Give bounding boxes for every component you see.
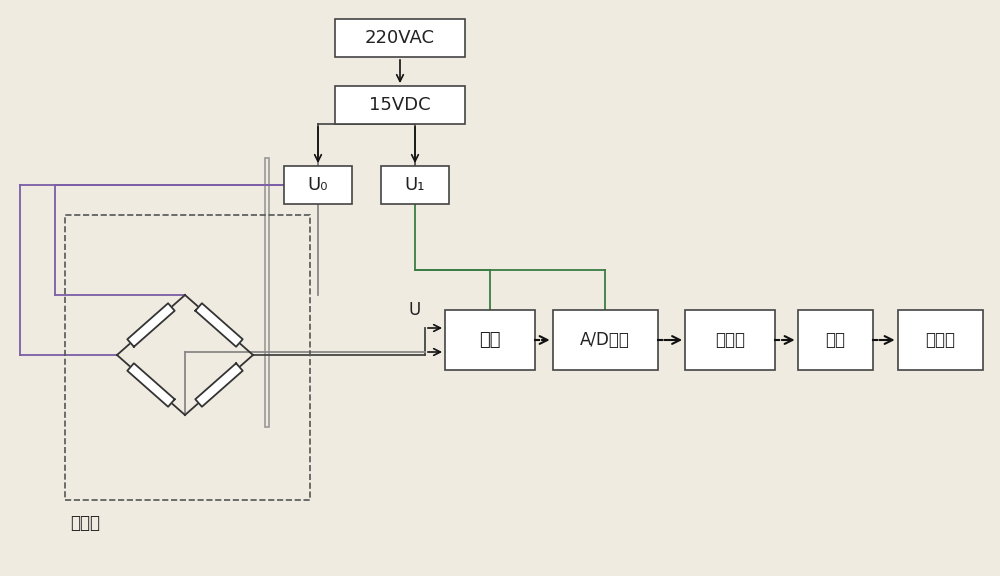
Text: 单片机: 单片机	[715, 331, 745, 349]
Text: 计算机: 计算机	[925, 331, 955, 349]
Bar	[685, 310, 775, 370]
Bar	[335, 19, 465, 57]
Bar	[552, 310, 658, 370]
Text: U₁: U₁	[405, 176, 425, 194]
Polygon shape	[195, 303, 243, 347]
Bar	[265, 158, 269, 427]
Polygon shape	[195, 363, 243, 407]
Bar	[284, 166, 352, 204]
Polygon shape	[127, 363, 175, 407]
Text: 串口: 串口	[825, 331, 845, 349]
Text: 220VAC: 220VAC	[365, 29, 435, 47]
Text: 滤波: 滤波	[479, 331, 501, 349]
Text: U₀: U₀	[308, 176, 328, 194]
Text: 传感器: 传感器	[70, 514, 100, 532]
Bar	[898, 310, 982, 370]
Bar	[381, 166, 449, 204]
Bar	[335, 86, 465, 124]
Bar	[65, 215, 310, 500]
Polygon shape	[127, 303, 175, 347]
Text: 15VDC: 15VDC	[369, 96, 431, 114]
Text: U: U	[409, 301, 421, 319]
Bar	[798, 310, 872, 370]
Bar	[445, 310, 535, 370]
Text: A/D转换: A/D转换	[580, 331, 630, 349]
